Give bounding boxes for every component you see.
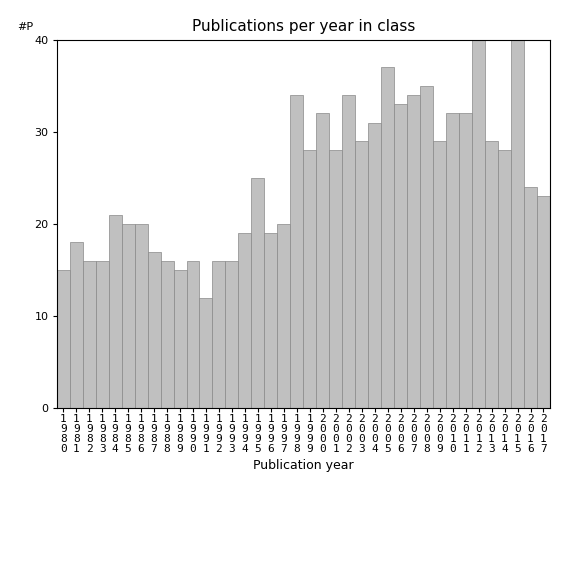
Bar: [511, 40, 524, 408]
Bar: [200, 298, 213, 408]
Bar: [433, 141, 446, 408]
Bar: [213, 261, 226, 408]
Bar: [472, 40, 485, 408]
Bar: [226, 261, 239, 408]
Bar: [459, 113, 472, 408]
Bar: [303, 150, 316, 408]
Text: #P: #P: [17, 22, 33, 32]
Bar: [121, 224, 134, 408]
Bar: [446, 113, 459, 408]
Bar: [524, 187, 537, 408]
Bar: [187, 261, 200, 408]
Bar: [356, 141, 368, 408]
Bar: [174, 270, 187, 408]
Bar: [290, 95, 303, 408]
Bar: [251, 178, 264, 408]
Bar: [160, 261, 174, 408]
X-axis label: Publication year: Publication year: [253, 459, 354, 472]
Bar: [394, 104, 407, 408]
Bar: [420, 86, 433, 408]
Bar: [239, 233, 251, 408]
Bar: [329, 150, 342, 408]
Bar: [134, 224, 147, 408]
Bar: [342, 95, 356, 408]
Bar: [147, 252, 160, 408]
Bar: [109, 215, 121, 408]
Bar: [57, 270, 70, 408]
Bar: [407, 95, 420, 408]
Bar: [498, 150, 511, 408]
Bar: [316, 113, 329, 408]
Bar: [264, 233, 277, 408]
Bar: [277, 224, 290, 408]
Bar: [83, 261, 96, 408]
Title: Publications per year in class: Publications per year in class: [192, 19, 415, 35]
Bar: [485, 141, 498, 408]
Bar: [368, 122, 381, 408]
Bar: [96, 261, 109, 408]
Bar: [70, 242, 83, 408]
Bar: [381, 67, 394, 408]
Bar: [537, 196, 550, 408]
